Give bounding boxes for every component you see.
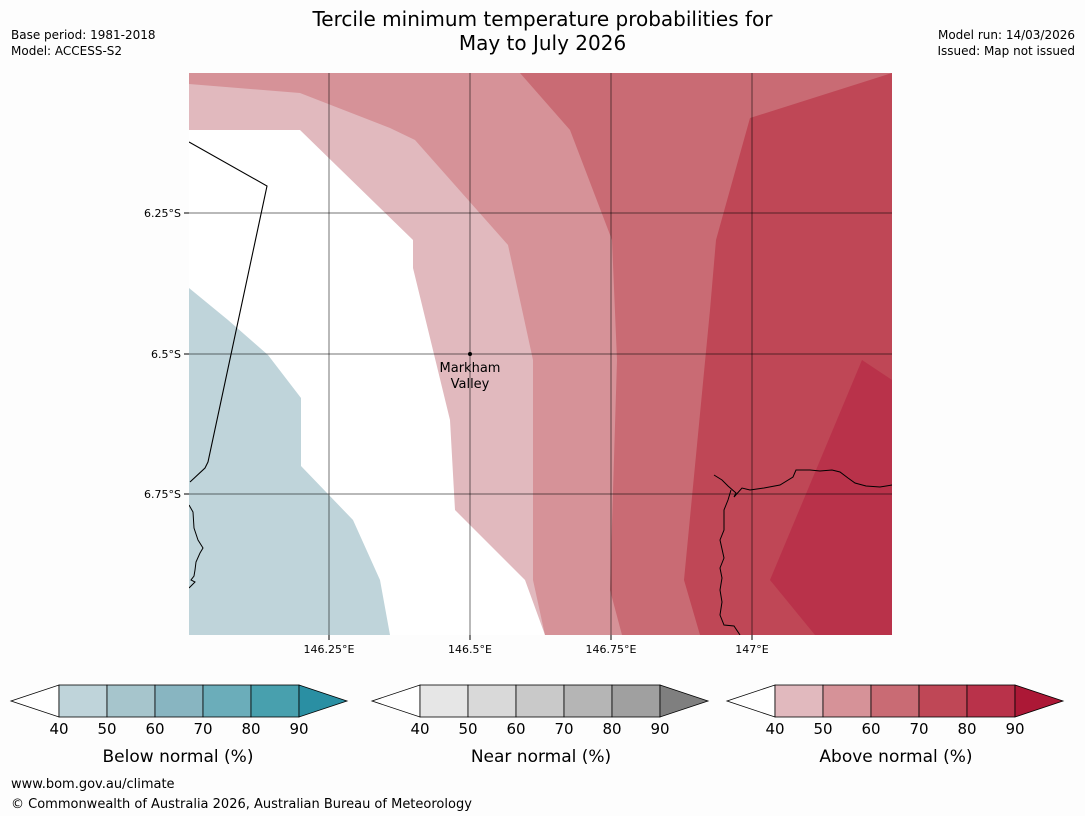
meta-left: Base period: 1981-2018 Model: ACCESS-S2 — [11, 27, 156, 59]
colorbar-segment — [563, 684, 613, 718]
colorbar-above-normal-title: Above normal (%) — [819, 747, 972, 767]
colorbar-tick-label: 80 — [602, 720, 621, 738]
meta-right: Model run: 14/03/2026 Issued: Map not is… — [937, 27, 1075, 59]
colorbar-segment — [515, 684, 565, 718]
model-run: Model run: 14/03/2026 — [937, 28, 1075, 42]
longitude-axis: 146.25°E 146.5°E 146.75°E 147°E — [304, 635, 769, 656]
lon-label-147: 147°E — [735, 643, 768, 656]
coastline-east — [713, 469, 892, 498]
colorbar-segment — [774, 684, 824, 718]
below-normal-40-region — [189, 288, 390, 635]
colorbar-lower-extend — [725, 684, 776, 718]
colorbar-upper-extend — [1014, 684, 1065, 718]
colorbar-tick-label: 80 — [241, 720, 260, 738]
lon-label-146-5: 146.5°E — [448, 643, 492, 656]
title-line-2: May to July 2026 — [458, 31, 627, 55]
website-link[interactable]: www.bom.gov.au/climate — [11, 777, 175, 792]
issued-status: Issued: Map not issued — [937, 44, 1075, 58]
latitude-axis: 6.25°S 6.5°S 6.75°S — [144, 207, 189, 501]
colorbar-upper-extend — [298, 684, 349, 718]
colorbar-lower-extend — [370, 684, 421, 718]
colorbar-segment — [154, 684, 204, 718]
colorbar-segment — [611, 684, 661, 718]
colorbar-tick-label: 90 — [1005, 720, 1024, 738]
colorbar-tick-label: 70 — [193, 720, 212, 738]
colorbar-tick-label: 70 — [909, 720, 928, 738]
colorbar-near-normal-title: Near normal (%) — [471, 747, 611, 767]
footer: www.bom.gov.au/climate © Commonwealth of… — [11, 775, 472, 815]
colorbar-tick-label: 40 — [49, 720, 68, 738]
colorbar-tick-label: 60 — [861, 720, 880, 738]
model-name: Model: ACCESS-S2 — [11, 44, 123, 58]
lon-label-146-25: 146.25°E — [304, 643, 355, 656]
colorbar-segment — [58, 684, 108, 718]
copyright-notice: © Commonwealth of Australia 2026, Austra… — [11, 797, 472, 812]
map-title: Tercile minimum temperature probabilitie… — [0, 7, 1085, 55]
colorbar-tick-label: 70 — [554, 720, 573, 738]
colorbar-segment — [822, 684, 872, 718]
location-dot-icon — [468, 352, 472, 356]
colorbar-tick-label: 60 — [145, 720, 164, 738]
lat-label-6-75: 6.75°S — [144, 488, 181, 501]
base-period: Base period: 1981-2018 — [11, 28, 156, 42]
lon-label-146-75: 146.75°E — [586, 643, 637, 656]
colorbar-tick-label: 50 — [97, 720, 116, 738]
place-marker-markham-valley[interactable]: Markham Valley — [440, 352, 501, 392]
colorbar-segment — [419, 684, 469, 718]
colorbar-segment — [966, 684, 1016, 718]
colorbar-tick-label: 50 — [458, 720, 477, 738]
title-line-1: Tercile minimum temperature probabilitie… — [312, 7, 773, 31]
colorbar-upper-extend — [659, 684, 710, 718]
colorbar-segment — [202, 684, 252, 718]
colorbar-segment — [106, 684, 156, 718]
colorbar-below-normal-title: Below normal (%) — [103, 747, 254, 767]
place-name-line-2: Valley — [451, 377, 490, 392]
lat-label-6-25: 6.25°S — [144, 207, 181, 220]
colorbar-tick-label: 60 — [506, 720, 525, 738]
graticule — [189, 73, 892, 635]
coastline-west — [189, 504, 204, 589]
colorbar-tick-label: 40 — [765, 720, 784, 738]
colorbar-lower-extend — [9, 684, 60, 718]
colorbar-above-normal: Above normal (%) 40 50 60 70 80 90 — [725, 684, 1065, 767]
colorbar-tick-label: 40 — [410, 720, 429, 738]
colorbar-segment — [467, 684, 517, 718]
colorbar-below-normal: Below normal (%) 40 50 60 70 80 90 — [9, 684, 349, 767]
colorbar-near-normal: Near normal (%) 40 50 60 70 80 90 — [370, 684, 710, 767]
colorbar-segment — [250, 684, 300, 718]
colorbar-segment — [918, 684, 968, 718]
border-line — [189, 141, 268, 483]
place-name-line-1: Markham — [440, 361, 501, 376]
colorbar-tick-label: 50 — [813, 720, 832, 738]
colorbar-tick-label: 90 — [650, 720, 669, 738]
map-area[interactable] — [189, 73, 892, 635]
lat-label-6-5: 6.5°S — [151, 348, 181, 361]
colorbar-segment — [870, 684, 920, 718]
river-line — [719, 489, 741, 635]
colorbar-tick-label: 80 — [957, 720, 976, 738]
colorbar-tick-label: 90 — [289, 720, 308, 738]
above-normal-80-region — [770, 360, 892, 635]
